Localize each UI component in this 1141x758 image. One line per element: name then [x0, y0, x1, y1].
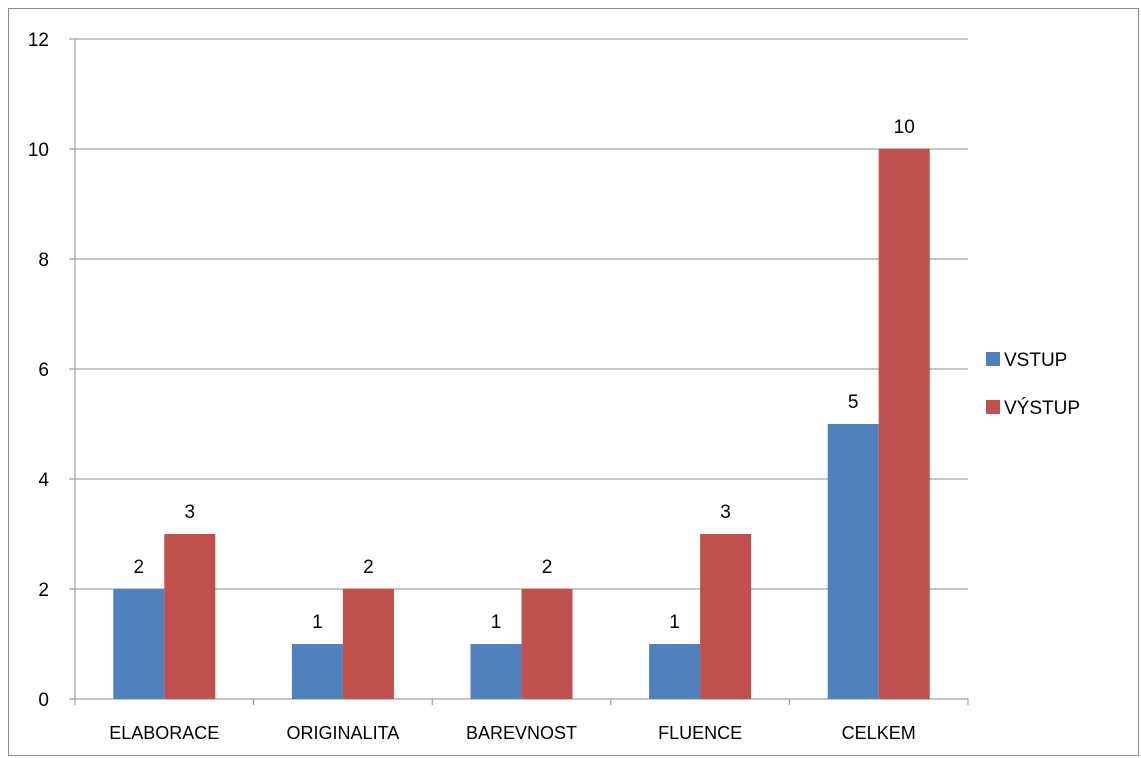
data-label: 2 [363, 557, 374, 578]
y-tick-label: 12 [28, 30, 49, 51]
bar-barevnost-vystup [521, 589, 573, 699]
legend: VSTUP VÝSTUP [986, 350, 1080, 419]
bar-elaborace-vstup [113, 589, 165, 699]
y-tick-label: 8 [38, 250, 49, 271]
bar-fluence-vystup [700, 534, 752, 699]
data-label: 2 [134, 557, 145, 578]
bar-elaborace-vystup [164, 534, 216, 699]
bar-celkem-vstup [827, 424, 879, 699]
data-label: 3 [720, 502, 731, 523]
data-label: 5 [848, 392, 859, 413]
data-label: 2 [542, 557, 553, 578]
legend-swatch [986, 400, 1000, 414]
category-label: BAREVNOST [466, 723, 577, 743]
y-tick-label: 0 [38, 690, 49, 711]
data-label: 1 [491, 612, 502, 633]
data-labels: 2 3 1 2 1 2 1 3 5 10 [134, 117, 915, 633]
bar-fluence-vstup [649, 644, 701, 699]
bar-celkem-vystup [878, 149, 930, 699]
y-tick-label: 6 [38, 360, 49, 381]
legend-swatch [986, 352, 1000, 366]
category-label: ORIGINALITA [287, 723, 400, 743]
gridlines [75, 38, 968, 590]
category-label: CELKEM [842, 723, 916, 743]
bar-originalita-vystup [342, 589, 394, 699]
bar-barevnost-vstup [470, 644, 522, 699]
x-category-labels: ELABORACE ORIGINALITA BAREVNOST FLUENCE CELK… [109, 723, 915, 743]
category-label: ELABORACE [109, 723, 219, 743]
data-label: 3 [185, 502, 196, 523]
data-label: 10 [894, 117, 915, 138]
category-label: FLUENCE [658, 723, 742, 743]
y-tick-labels: 0 2 4 6 8 10 12 [28, 30, 50, 711]
y-tick-label: 4 [38, 470, 49, 491]
legend-label: VSTUP [1004, 350, 1067, 371]
y-tick-label: 2 [38, 580, 49, 601]
data-label: 1 [312, 612, 323, 633]
bars [113, 149, 930, 699]
bar-originalita-vstup [291, 644, 343, 699]
data-label: 1 [669, 612, 680, 633]
legend-label: VÝSTUP [1004, 398, 1080, 419]
y-tick-label: 10 [28, 140, 49, 161]
